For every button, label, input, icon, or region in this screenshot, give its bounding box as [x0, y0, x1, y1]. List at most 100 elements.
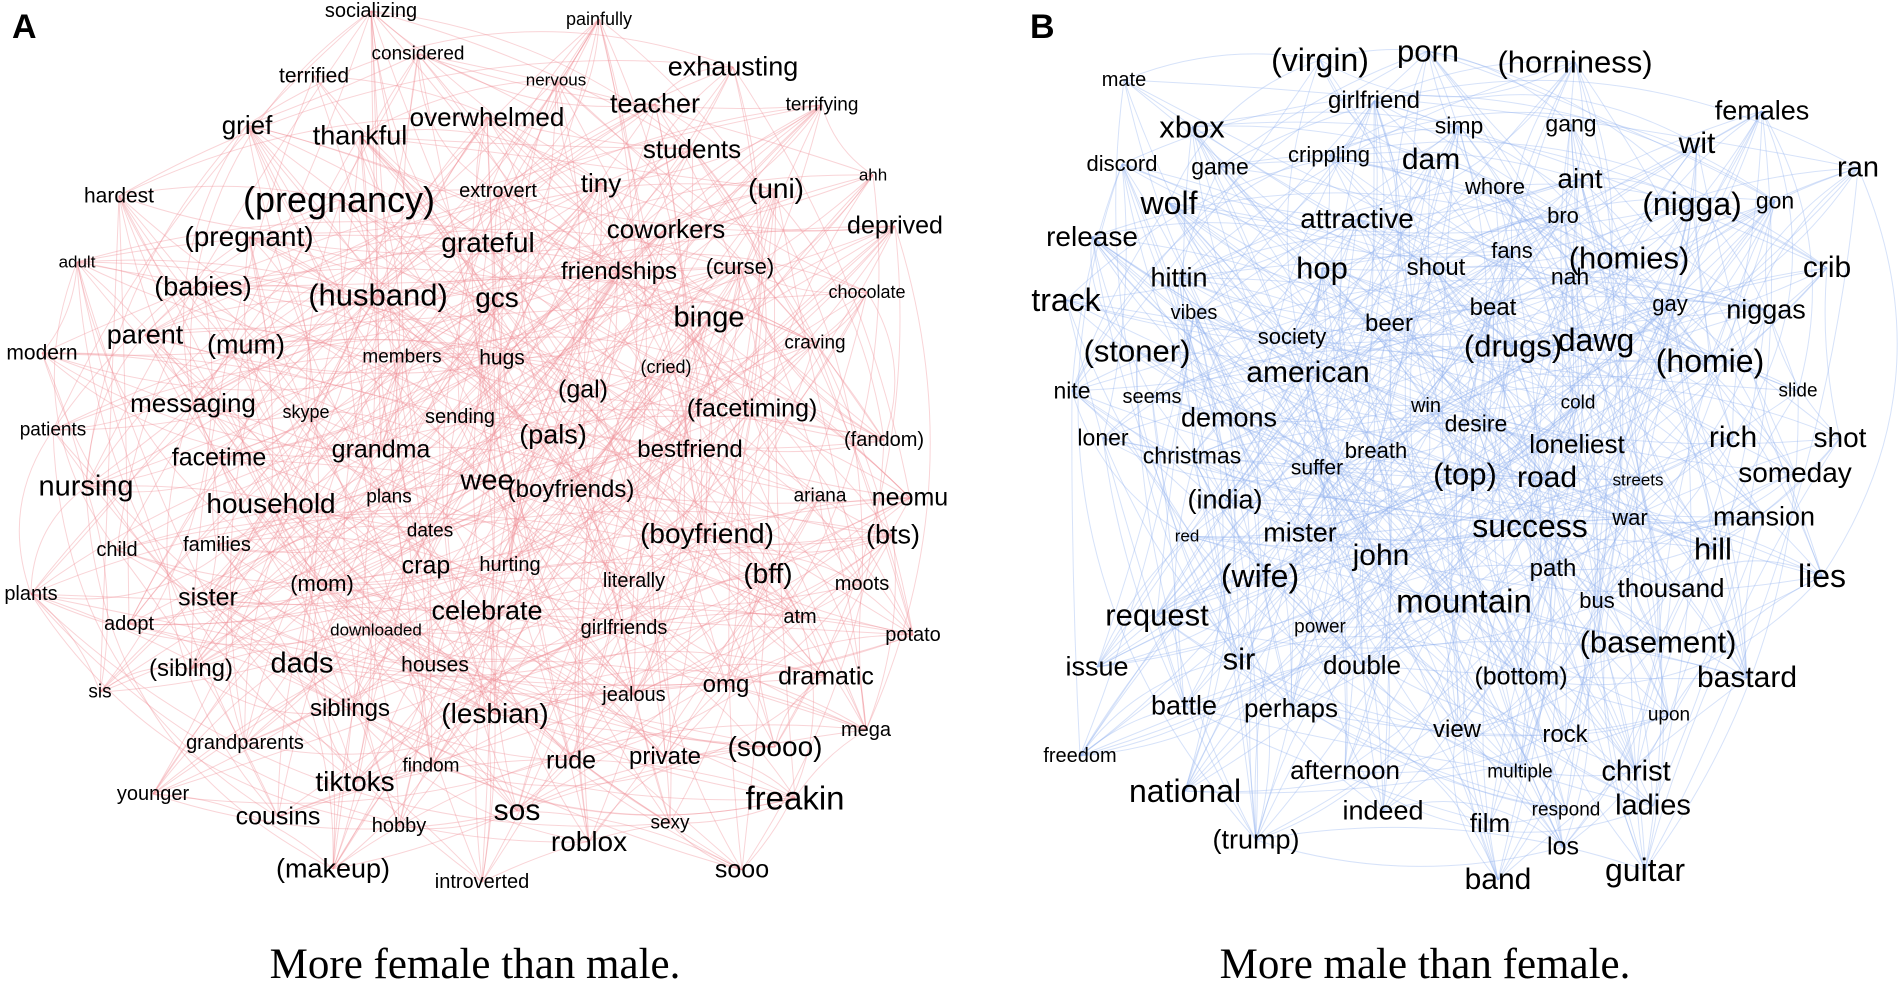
word-node: (cried): [640, 357, 692, 377]
network-edge: [401, 253, 868, 358]
network-edge: [338, 199, 625, 629]
network-edge: [202, 286, 488, 482]
network-edge: [190, 434, 554, 670]
network-edge: [1224, 499, 1261, 577]
network-edge: [1356, 218, 1796, 474]
network-edge: [1156, 548, 1714, 649]
network-edge: [1695, 143, 1734, 439]
network-edge: [1456, 61, 1614, 731]
network-edge: [1570, 123, 1579, 404]
word-node: ran: [1837, 151, 1879, 184]
network-edge: [1079, 323, 1390, 757]
network-edge: [1123, 79, 1799, 392]
network-edge: [1156, 110, 1763, 616]
network-edge: [1151, 143, 1698, 398]
network-edge: [377, 294, 671, 824]
network-edge: [190, 607, 727, 686]
network-edge: [245, 339, 753, 410]
network-edge: [1071, 50, 1429, 392]
network-edge: [1156, 215, 1564, 616]
network-edge: [1361, 664, 1748, 680]
network-edge: [1319, 517, 1631, 628]
network-edge: [665, 366, 753, 410]
word-node: ladies: [1615, 789, 1691, 822]
network-edge: [865, 534, 896, 731]
network-edge: [1435, 267, 1535, 678]
network-edge: [370, 10, 432, 767]
network-edge: [190, 449, 691, 670]
word-node: adult: [58, 252, 96, 272]
network-edge: [218, 457, 323, 585]
network-edge: [1552, 309, 1767, 570]
network-edge: [1425, 267, 1452, 407]
network-edge: [152, 480, 488, 795]
network-edge: [1328, 154, 1522, 678]
network-edge: [245, 277, 816, 346]
network-edge: [41, 352, 382, 451]
network-edge: [128, 534, 894, 625]
word-node: ariana: [793, 485, 847, 507]
network-edge: [1096, 479, 1639, 668]
word-node: someday: [1738, 457, 1852, 488]
network-edge: [1644, 437, 1841, 871]
network-edge: [76, 261, 209, 599]
network-edge: [486, 480, 625, 629]
network-edge: [1156, 178, 1581, 616]
network-edge: [301, 242, 489, 665]
network-edge: [814, 291, 868, 344]
network-edge: [1427, 50, 1841, 439]
network-edge: [41, 352, 351, 710]
network-edge: [705, 188, 777, 535]
network-edge: [207, 135, 368, 599]
word-node: hittin: [1150, 262, 1208, 293]
network-edge: [429, 225, 896, 532]
network-edge: [303, 294, 379, 710]
network-edge: [1425, 384, 1841, 439]
word-node: multiple: [1487, 761, 1553, 783]
word-node: craving: [784, 332, 846, 354]
network-edge: [732, 66, 911, 499]
network-edge: [1494, 186, 1564, 479]
network-edge: [76, 234, 489, 263]
network-edge: [118, 195, 496, 715]
network-edge: [623, 573, 769, 629]
network-edge: [1328, 154, 1597, 341]
network-edge: [1373, 100, 1734, 439]
network-edge: [216, 434, 554, 553]
network-edge: [1408, 50, 1429, 407]
network-edge: [192, 339, 503, 404]
network-edge: [190, 668, 351, 714]
network-edge: [1316, 467, 1521, 773]
network-edge: [1079, 100, 1378, 757]
word-node: beat: [1469, 294, 1517, 321]
network-edge: [1435, 267, 1631, 519]
network-edge: [497, 66, 734, 192]
network-edge: [1091, 236, 1531, 527]
network-edge: [570, 497, 911, 762]
network-edge: [1319, 626, 1363, 666]
word-node: (bts): [866, 519, 920, 550]
network-edge: [375, 627, 625, 660]
network-edge: [1316, 450, 1377, 469]
network-edge: [1732, 167, 1859, 439]
network-edge: [1696, 143, 1823, 577]
network-edge: [499, 357, 635, 696]
network-edge: [354, 182, 602, 783]
network-edge: [1191, 126, 1566, 736]
network-edge: [192, 18, 600, 404]
network-edge: [509, 188, 777, 566]
network-edge: [633, 533, 708, 582]
word-node: attractive: [1300, 203, 1414, 234]
network-edge: [116, 286, 204, 551]
network-edge: [1520, 200, 1776, 678]
network-edge: [1255, 826, 1646, 871]
network-edge: [1569, 276, 1767, 311]
network-edge: [1193, 312, 1654, 807]
network-edge: [1156, 614, 1257, 841]
network-edge: [354, 650, 827, 783]
word-node: (basement): [1579, 624, 1737, 660]
network-edge: [380, 356, 403, 451]
network-edge: [85, 411, 307, 493]
network-edge: [1519, 525, 1531, 773]
network-edge: [99, 666, 192, 693]
